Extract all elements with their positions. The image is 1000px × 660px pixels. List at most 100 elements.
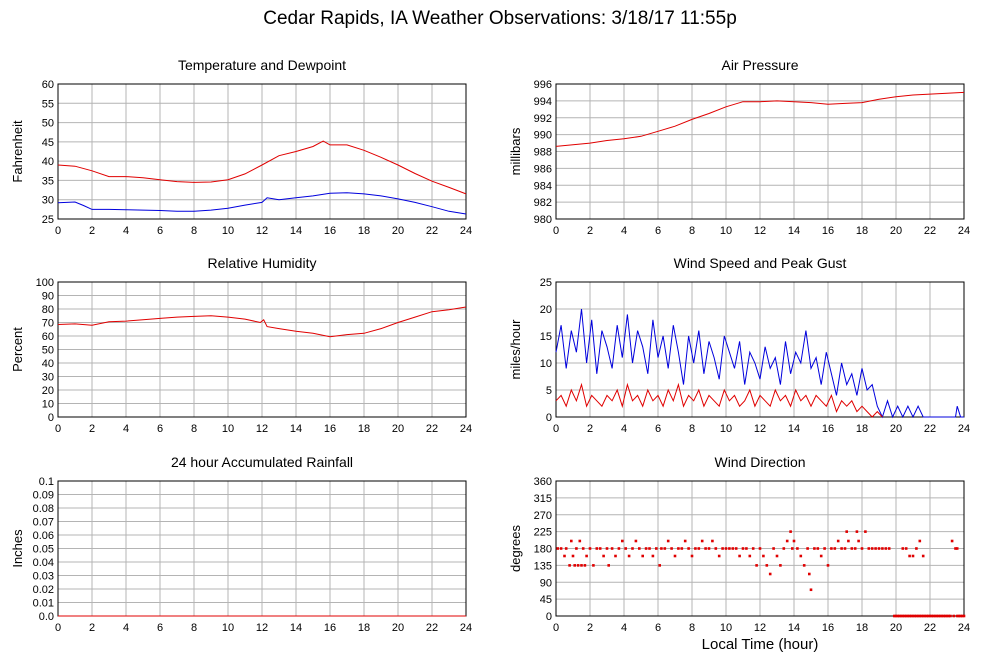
direction-point	[707, 547, 711, 550]
direction-point	[940, 614, 944, 618]
x-tick-label: 12	[256, 622, 268, 634]
x-tick-label: 24	[958, 622, 970, 634]
x-tick-label: 0	[55, 225, 61, 237]
x-tick-label: 6	[655, 423, 661, 435]
direction-point	[855, 530, 859, 533]
direction-point	[583, 564, 587, 567]
chart-0: 0 2 4 6 8 10 12 14 16 18 20 22 242530354045505560Tem…	[10, 57, 472, 237]
x-tick-label: 10	[720, 225, 732, 237]
x-tick-label: 16	[822, 622, 834, 634]
direction-point	[901, 614, 905, 618]
x-tick-label: 8	[689, 622, 695, 634]
direction-point	[898, 614, 901, 618]
direction-point	[568, 564, 571, 567]
direction-point	[644, 547, 648, 550]
y-tick-label: 40	[42, 156, 54, 168]
x-tick-label: 6	[157, 622, 163, 634]
direction-point	[631, 547, 634, 550]
direction-point	[660, 547, 663, 550]
direction-point	[910, 614, 913, 618]
chart-1: 0 2 4 6 8 10 12 14 16 18 20 22 249809829849869889909…	[508, 57, 970, 237]
direction-point	[906, 614, 910, 618]
direction-point	[779, 564, 782, 567]
direction-point	[627, 554, 631, 558]
x-tick-label: 4	[123, 622, 129, 634]
direction-point	[751, 547, 755, 550]
direction-point	[748, 554, 752, 558]
y-tick-label: 5	[546, 385, 552, 397]
x-tick-label: 16	[822, 225, 834, 237]
x-tick-label: 14	[788, 225, 800, 237]
series-line-1	[57, 192, 467, 215]
x-tick-label: 8	[689, 225, 695, 237]
x-tick-label: 14	[788, 622, 800, 634]
direction-point	[570, 539, 573, 543]
direction-point	[717, 554, 721, 558]
direction-point	[762, 554, 765, 558]
x-tick-label: 10	[720, 622, 732, 634]
x-tick-label: 18	[358, 225, 370, 237]
x-tick-label: 2	[587, 622, 593, 634]
x-axis-title: Local Time (hour)	[701, 636, 819, 653]
direction-point	[843, 547, 847, 550]
y-axis-label: Inches	[10, 529, 25, 568]
direction-point	[913, 614, 916, 618]
x-tick-label: 4	[123, 423, 129, 435]
direction-point	[576, 564, 580, 567]
y-tick-label: 45	[42, 137, 54, 149]
direction-point	[930, 614, 933, 618]
direction-point	[962, 614, 966, 618]
x-tick-label: 16	[324, 423, 336, 435]
direction-point	[915, 547, 918, 550]
direction-point	[711, 539, 714, 543]
plot-frame	[57, 83, 467, 220]
direction-point	[809, 588, 813, 592]
direction-point	[595, 547, 599, 550]
y-tick-label: 360	[534, 476, 552, 488]
x-tick-label: 4	[621, 225, 627, 237]
y-tick-label: 15	[540, 331, 552, 343]
y-tick-label: 20	[540, 304, 552, 316]
direction-point	[602, 554, 605, 558]
direction-point	[738, 554, 741, 558]
direction-point	[918, 539, 922, 543]
x-tick-label: 18	[856, 225, 868, 237]
direction-point	[927, 614, 930, 618]
x-tick-label: 12	[754, 622, 766, 634]
plot-frame	[57, 281, 467, 418]
y-tick-label: 50	[42, 345, 54, 357]
direction-point	[918, 614, 922, 618]
x-tick-label: 2	[89, 423, 95, 435]
x-tick-label: 18	[358, 622, 370, 634]
x-tick-label: 6	[655, 225, 661, 237]
x-tick-label: 0	[55, 423, 61, 435]
direction-point	[857, 539, 860, 543]
direction-point	[833, 547, 837, 550]
direction-point	[607, 564, 610, 567]
direction-point	[911, 554, 915, 558]
direction-point	[755, 564, 758, 567]
x-tick-label: 8	[191, 225, 197, 237]
x-tick-label: 22	[426, 622, 438, 634]
y-axis-label: Percent	[10, 327, 25, 372]
y-tick-label: 70	[42, 318, 54, 330]
y-tick-label: 0.08	[33, 503, 54, 515]
x-tick-label: 12	[754, 225, 766, 237]
direction-point	[666, 539, 670, 543]
series-line-1	[555, 382, 883, 418]
direction-point	[663, 547, 667, 550]
direction-point	[933, 614, 937, 618]
y-tick-label: 982	[534, 197, 552, 209]
direction-point	[836, 539, 840, 543]
y-axis-label: degrees	[508, 525, 523, 572]
y-tick-label: 50	[42, 118, 54, 130]
direction-point	[758, 547, 762, 550]
direction-point	[887, 547, 891, 550]
y-axis-label: miles/hour	[508, 319, 523, 380]
x-tick-label: 4	[621, 622, 627, 634]
x-tick-label: 2	[587, 423, 593, 435]
x-tick-label: 2	[587, 225, 593, 237]
y-tick-label: 60	[42, 331, 54, 343]
direction-point	[641, 554, 644, 558]
x-tick-label: 4	[621, 423, 627, 435]
